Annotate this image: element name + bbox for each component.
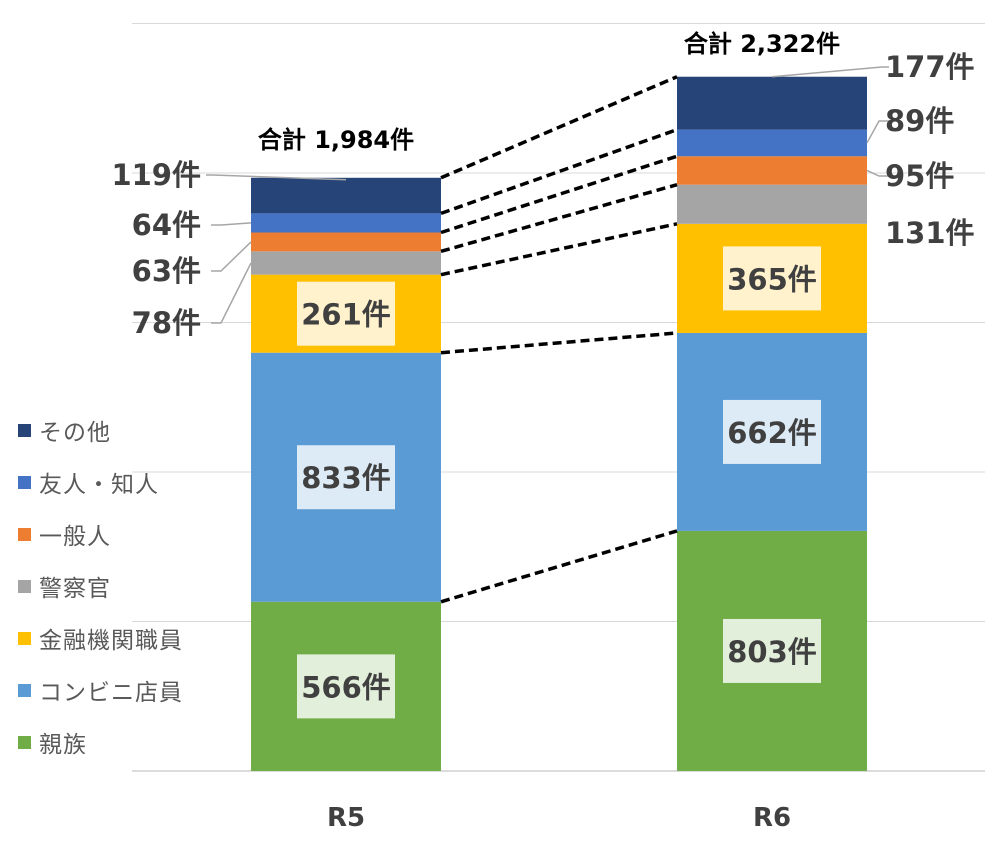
leader-line	[866, 120, 889, 144]
x-tick-label: R6	[753, 803, 791, 833]
legend-swatch-kinyu-kikan	[18, 631, 31, 645]
legend-swatch-sonota	[18, 423, 31, 437]
legend: その他 友人・知人 一般人 警察官 金融機関職員 コンビニ店員 親族	[18, 404, 183, 768]
leader-line	[211, 262, 252, 324]
bar-segment	[677, 184, 867, 224]
legend-item-shinzoku: 親族	[18, 716, 183, 768]
bar-segment	[677, 129, 867, 157]
data-label: 95件	[885, 159, 954, 193]
x-tick-label: R5	[327, 803, 365, 833]
legend-swatch-ippanjin	[18, 527, 31, 541]
bar-segment	[251, 213, 441, 233]
data-label-box	[723, 399, 821, 464]
connector-dashed-line	[440, 182, 678, 254]
legend-label: その他	[39, 420, 111, 446]
total-label: 合計 1,984件	[258, 126, 414, 154]
legend-item-keisatsukan: 警察官	[18, 560, 183, 612]
data-label-box	[297, 654, 395, 719]
leader-line	[211, 222, 252, 226]
bar-segment	[251, 251, 441, 275]
connector-dashed-line	[440, 529, 678, 604]
data-label: 131件	[885, 216, 975, 250]
legend-swatch-shinzoku	[18, 735, 31, 749]
data-label-box	[297, 445, 395, 510]
bar-segment	[677, 76, 867, 130]
leader-line	[771, 66, 889, 78]
data-label-box	[723, 246, 821, 311]
connector-dashed-line	[440, 75, 678, 180]
data-label: 365件	[727, 262, 817, 296]
data-label: 78件	[132, 306, 201, 340]
data-label: 261件	[301, 298, 391, 332]
data-label: 63件	[132, 254, 201, 288]
data-label-box	[297, 281, 395, 346]
connector-dashed-line	[440, 154, 678, 235]
leader-line	[866, 169, 889, 177]
legend-swatch-conveni	[18, 683, 31, 697]
data-label-box	[723, 618, 821, 683]
leader-line	[211, 241, 252, 272]
connector-dashed-line	[440, 331, 678, 355]
data-label: 64件	[132, 208, 201, 242]
data-label: 177件	[885, 50, 975, 84]
data-label: 803件	[727, 635, 817, 669]
legend-item-ippanjin: 一般人	[18, 508, 183, 560]
legend-item-kinyu-kikan: 金融機関職員	[18, 612, 183, 664]
legend-item-conveni: コンビニ店員	[18, 664, 183, 716]
legend-swatch-keisatsukan	[18, 579, 31, 593]
legend-label: 親族	[39, 732, 87, 758]
total-label: 合計 2,322件	[684, 30, 840, 58]
leader-line	[206, 174, 347, 181]
legend-label: 金融機関職員	[39, 628, 183, 654]
legend-item-sonota: その他	[18, 404, 183, 456]
legend-label: 一般人	[39, 524, 111, 550]
data-label: 89件	[885, 104, 954, 138]
bar-segment	[251, 177, 441, 214]
bar-segment	[677, 156, 867, 185]
connector-dashed-line	[440, 127, 678, 216]
bar-segment	[251, 232, 441, 252]
legend-item-yujin-chijin: 友人・知人	[18, 456, 183, 508]
data-label: 662件	[727, 416, 817, 450]
connector-dashed-line	[440, 222, 678, 277]
legend-label: 友人・知人	[39, 472, 159, 498]
legend-label: コンビニ店員	[39, 680, 183, 706]
legend-label: 警察官	[39, 576, 111, 602]
data-label: 566件	[301, 670, 391, 704]
legend-swatch-yujin-chijin	[18, 475, 31, 489]
data-label: 833件	[301, 461, 391, 495]
data-label: 119件	[111, 158, 201, 192]
